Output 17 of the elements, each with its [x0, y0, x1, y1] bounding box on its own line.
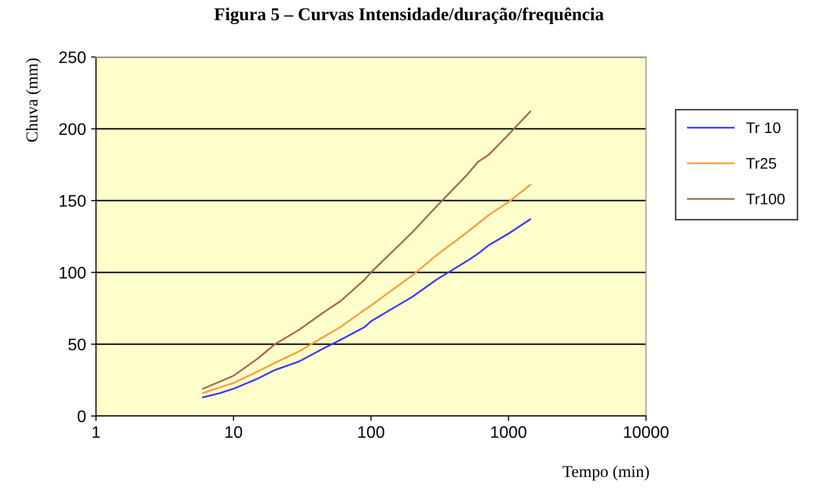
x-axis-title: Tempo (min) [562, 465, 649, 481]
y-tick-label: 0 [78, 410, 86, 422]
y-tick-label: 250 [59, 51, 86, 64]
y-tick-label: 200 [59, 123, 86, 136]
x-tick-label: 1 [92, 426, 100, 438]
x-tick-label: 10 [226, 426, 242, 438]
y-tick-label: 150 [60, 195, 86, 207]
y-axis-title: Chuva (mm) [26, 58, 41, 142]
x-tick-label: 1000 [491, 426, 526, 438]
y-tick-label: 50 [68, 338, 86, 350]
legend-label: Tr25 [746, 158, 776, 169]
x-tick-label: 10000 [624, 426, 669, 438]
legend-label: Tr 10 [746, 122, 780, 134]
x-tick-label: 100 [358, 426, 384, 438]
y-tick-label: 100 [60, 266, 86, 279]
legend-label: Tr100 [746, 194, 785, 204]
chart-title: Figura 5 – Curvas Intensidade/duração/frequência [214, 7, 604, 24]
